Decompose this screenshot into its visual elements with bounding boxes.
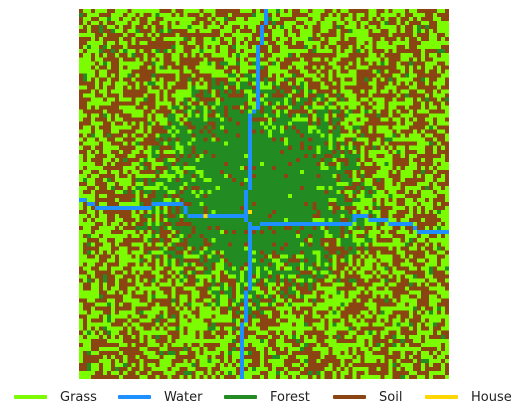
- forest-swatch-icon: [224, 395, 257, 399]
- legend-item-grass: Grass: [14, 386, 97, 408]
- legend-label-forest: Forest: [270, 389, 310, 405]
- legend-label-soil: Soil: [379, 389, 403, 405]
- water-swatch-icon: [118, 395, 151, 399]
- legend-item-forest: Forest: [224, 386, 310, 408]
- legend-item-house: House: [425, 386, 512, 408]
- terrain-map: [79, 9, 449, 379]
- soil-swatch-icon: [333, 395, 366, 399]
- legend-label-house: House: [471, 389, 512, 405]
- house-swatch-icon: [425, 395, 458, 399]
- legend-label-water: Water: [164, 389, 203, 405]
- legend-item-soil: Soil: [333, 386, 402, 408]
- grass-swatch-icon: [14, 395, 47, 399]
- legend: Grass Water Forest Soil House: [0, 386, 528, 408]
- legend-item-water: Water: [118, 386, 202, 408]
- legend-label-grass: Grass: [60, 389, 97, 405]
